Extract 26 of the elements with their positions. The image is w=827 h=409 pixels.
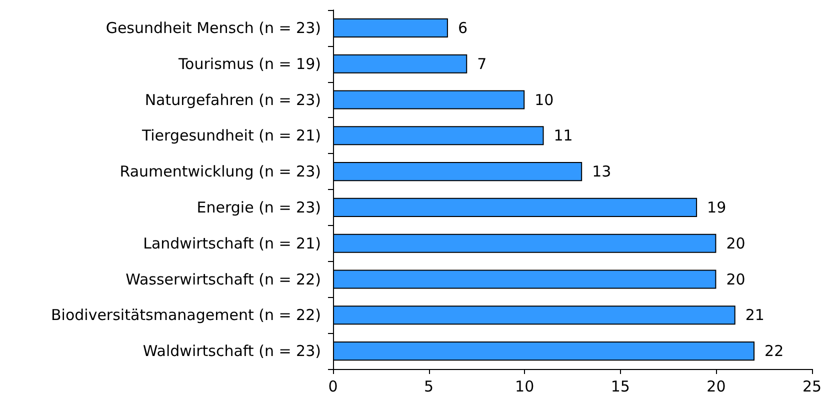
x-tick-label: 10 [515, 378, 534, 396]
data-label: 22 [764, 342, 784, 360]
data-label: 21 [745, 306, 764, 324]
x-tick-label: 20 [706, 378, 726, 396]
y-tick-label: Landwirtschaft (n = 21) [143, 234, 321, 252]
x-tick-label: 0 [328, 378, 338, 396]
data-label: 10 [534, 90, 554, 109]
y-tick-label: Wasserwirtschaft (n = 22) [126, 270, 321, 288]
x-tick-label: 5 [424, 378, 434, 396]
y-tick-label: Biodiversitätsmanagement (n = 22) [51, 306, 321, 324]
data-label: 13 [592, 162, 612, 181]
data-label: 7 [477, 54, 487, 73]
data-label: 11 [554, 126, 573, 145]
data-label: 6 [458, 18, 468, 37]
y-tick-label: Waldwirtschaft (n = 23) [142, 342, 321, 360]
data-label: 19 [707, 198, 726, 216]
x-tick-label: 15 [610, 378, 630, 396]
data-label: 20 [726, 234, 746, 252]
y-tick-label: Raumentwicklung (n = 23) [120, 162, 321, 181]
x-tick-label: 25 [802, 378, 822, 396]
y-tick-label: Tourismus (n = 19) [177, 54, 321, 73]
y-tick-label: Tiergesundheit (n = 21) [140, 126, 321, 145]
y-tick-label: Gesundheit Mensch (n = 23) [106, 18, 321, 37]
data-label: 20 [726, 270, 746, 288]
y-tick-label: Energie (n = 23) [196, 198, 321, 216]
y-tick-label: Naturgefahren (n = 23) [144, 90, 321, 109]
